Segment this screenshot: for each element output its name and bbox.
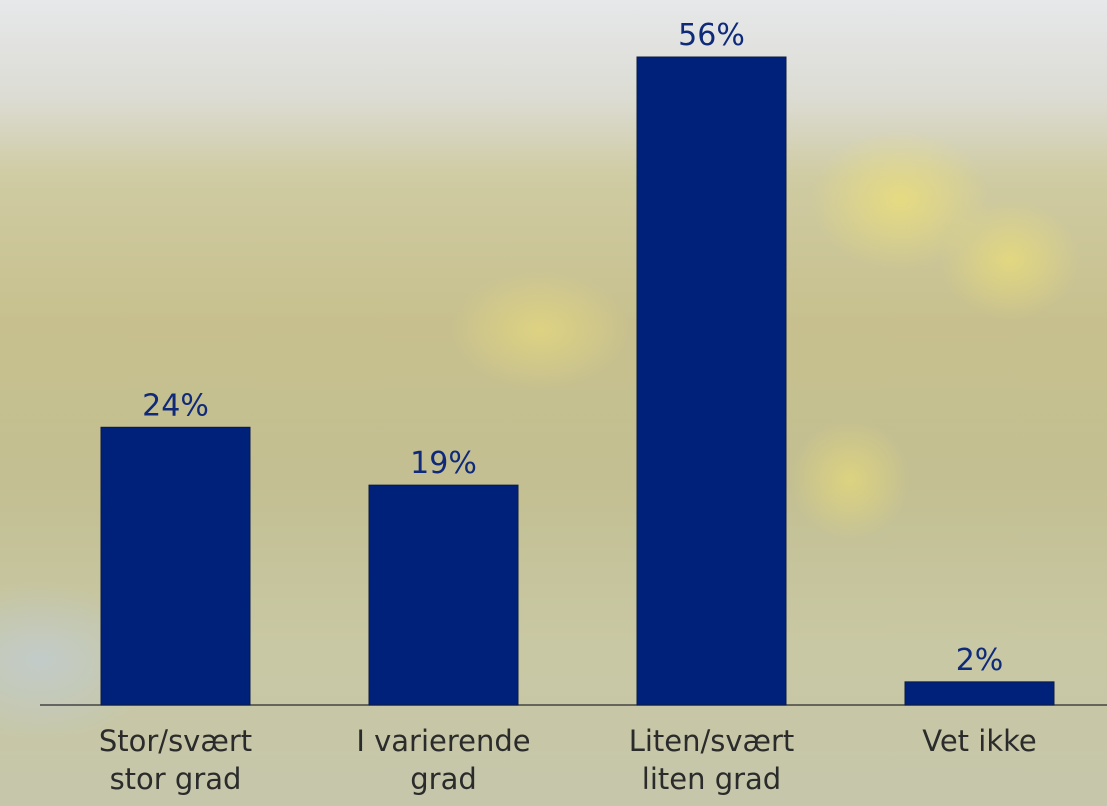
page: 24%19%56%2% (() => { const data = JSON.p… bbox=[0, 0, 1107, 806]
x-tick-label: Stor/svært stor grad bbox=[76, 722, 276, 798]
bar bbox=[905, 682, 1054, 705]
value-label: 24% bbox=[142, 388, 209, 423]
value-label: 2% bbox=[956, 643, 1004, 678]
x-tick-label: I varierende grad bbox=[344, 722, 544, 798]
bar bbox=[369, 485, 518, 705]
value-label: 19% bbox=[410, 446, 477, 481]
x-tick-label: Liten/svært liten grad bbox=[612, 722, 812, 798]
x-tick-label: Vet ikke bbox=[880, 722, 1080, 760]
chart: 24% 19% 56% 2% bbox=[0, 0, 1107, 806]
value-label: 56% bbox=[678, 18, 745, 53]
bar bbox=[637, 57, 786, 705]
bar bbox=[101, 427, 250, 705]
